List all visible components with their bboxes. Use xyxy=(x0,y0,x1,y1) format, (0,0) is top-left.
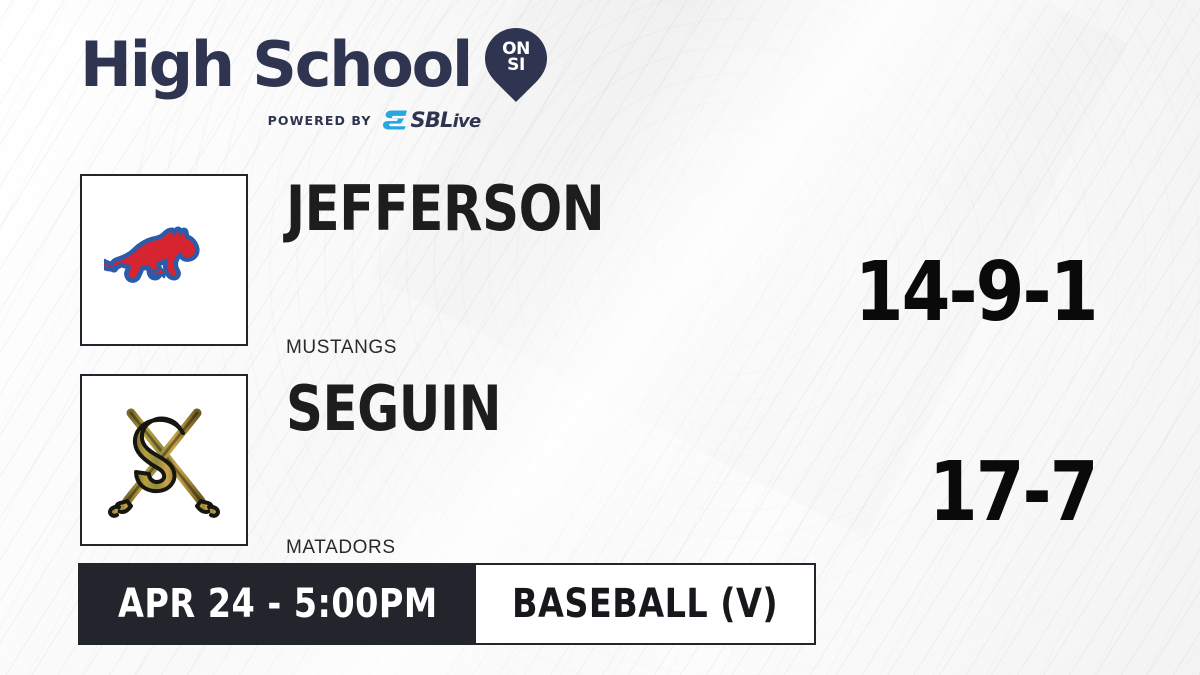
team-mascot-away: MUSTANGS xyxy=(286,337,398,358)
game-sport-panel: BASEBALL (V) xyxy=(475,565,814,643)
powered-by-label: POWERED BY xyxy=(267,112,372,128)
brand-title-row: High School ON SI xyxy=(80,28,550,102)
team-logo-box-away xyxy=(80,174,248,346)
sblive-wordmark: SBLive xyxy=(410,108,482,132)
team-name-away: JEFFERSON xyxy=(286,172,605,245)
matador-swords-logo-icon xyxy=(108,408,220,518)
game-datetime-panel: APR 24 - 5:00PM xyxy=(80,565,476,643)
team-name-home: SEGUIN xyxy=(286,372,502,445)
game-datetime: APR 24 - 5:00PM xyxy=(118,581,438,627)
team-mascot-home: MATADORS xyxy=(286,537,396,558)
sblive-upper: SBL xyxy=(410,108,454,132)
pin-line-on: ON xyxy=(502,39,530,59)
pin-line-si: SI xyxy=(507,55,525,75)
on-si-pin-icon: ON SI xyxy=(485,28,548,102)
mustang-logo-icon xyxy=(104,226,200,283)
game-sport: BASEBALL (V) xyxy=(511,581,778,627)
sblive-logo: SBLive xyxy=(382,108,481,132)
team-record-away: 14-9-1 xyxy=(855,245,1099,340)
sblive-s-mark-icon xyxy=(382,110,407,130)
game-info-bar: APR 24 - 5:00PM BASEBALL (V) xyxy=(80,565,814,643)
sblive-lower: ive xyxy=(452,111,482,132)
brand-title: High School xyxy=(80,27,473,101)
on-si-pin-label: ON SI xyxy=(485,39,547,75)
powered-by-row: POWERED BY SBLive xyxy=(198,108,550,132)
team-logo-box-home xyxy=(80,374,248,546)
team-record-home: 17-7 xyxy=(929,445,1099,540)
brand-header: High School ON SI POWERED BY SBLive xyxy=(80,28,550,132)
